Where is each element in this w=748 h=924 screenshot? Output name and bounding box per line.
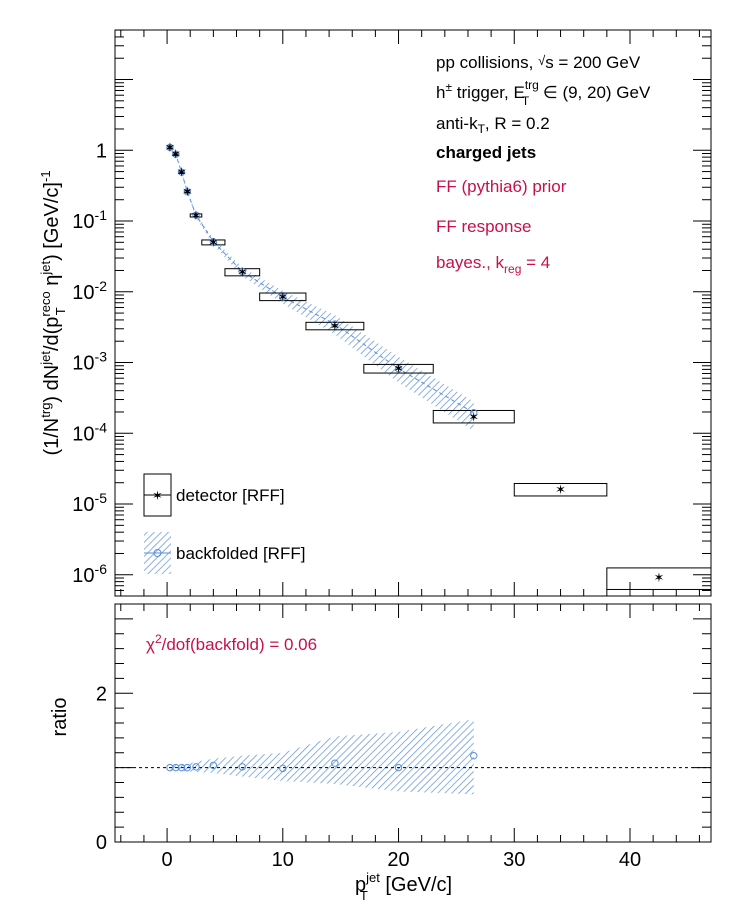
detector-point-11: ✶ (555, 482, 566, 497)
top-plot-frame (114, 29, 712, 597)
ratio-point-3 (183, 763, 192, 772)
detector-point-7: ✶ (277, 289, 288, 304)
detector-point-4: ✶ (191, 208, 202, 223)
annotation-trigger: h± trigger, Etrg T ∈ (9, 20) GeV (436, 78, 651, 108)
annotation-bayes: bayes., kreg = 4 (436, 253, 550, 276)
top-y-tick-label-0: 1 (96, 140, 107, 162)
backfolded-point-1 (172, 150, 180, 158)
ratio-point-5 (209, 761, 218, 770)
ratio-band-area (169, 719, 474, 795)
top-y-tick-label--2: 10-2 (72, 278, 107, 304)
backfolded-point-10 (470, 409, 478, 417)
backfolded-point-8 (331, 320, 339, 328)
detector-point-6: ✶ (237, 265, 248, 280)
ratio-point-6 (238, 763, 247, 771)
backfolded-band-ratio (115, 719, 711, 795)
chi2-annotation: χ2/dof(backfold) = 0.06 (146, 632, 317, 654)
legend-backfolded-marker (153, 549, 162, 557)
detector-box-4 (189, 213, 203, 218)
ratio-y-tick-label-0: 0 (96, 832, 107, 854)
annotation-block: pp collisions, √s = 200 GeV h± trigger, … (436, 53, 651, 276)
backfolded-point-5 (209, 238, 218, 246)
detector-point-3: ✶ (182, 184, 193, 199)
backfolded-band-top (169, 146, 475, 431)
top-y-tick-label--3: 10-3 (72, 349, 107, 375)
annotation-charged-jets: charged jets (436, 143, 536, 162)
detector-point-8: ✶ (329, 318, 340, 333)
backfolded-point-0 (166, 143, 174, 152)
detector-box-10 (432, 409, 515, 424)
top-y-tick-label--4: 10-4 (72, 419, 107, 445)
annotation-collisions: pp collisions, √s = 200 GeV (436, 53, 641, 72)
legend-detector-marker: ✶ (152, 488, 163, 503)
backfolded-point-6 (238, 267, 247, 276)
ratio-axes: 0 10 20 30 40 0 2 (96, 604, 711, 871)
ratio-markers (166, 752, 478, 773)
annotation-prior: FF (pythia6) prior (436, 177, 567, 196)
annotation-algorithm: anti-kT, R = 0.2 (436, 114, 550, 136)
ratio-point-1 (172, 763, 180, 772)
detector-box-8 (305, 321, 365, 331)
top-y-tick-label--5: 10-5 (72, 490, 107, 516)
detector-point-9: ✶ (393, 361, 404, 376)
x-tick-label-30: 30 (503, 849, 525, 871)
y-axis-title: (1/Ntrg) dNjet/d(precoT ηjet) [GeV/c]-1 (38, 170, 68, 455)
detector-point-12: ✶ (653, 570, 664, 585)
detector-boxes (166, 145, 711, 590)
backfolded-point-9 (394, 364, 403, 373)
legend-detector-label: detector [RFF] (176, 486, 285, 505)
x-tick-label-40: 40 (619, 849, 641, 871)
x-axis-title: pjet T [GeV/c] (355, 870, 452, 903)
ratio-point-2 (177, 763, 186, 772)
detector-box-11 (513, 483, 608, 497)
ratio-point-10 (470, 752, 478, 760)
top-y-tick-label--6: 10-6 (72, 561, 107, 587)
backfolded-point-3 (183, 187, 192, 196)
x-tick-label-20: 20 (387, 849, 409, 871)
top-y-tick-label--1: 10-1 (72, 207, 107, 233)
ratio-point-4 (192, 763, 200, 771)
backfolded-band-area (169, 146, 474, 431)
detector-point-5: ✶ (208, 235, 219, 250)
backfolded-point-7 (279, 293, 287, 301)
ratio-y-axis-title: ratio (49, 698, 71, 737)
x-tick-label-10: 10 (272, 849, 294, 871)
ratio-y-tick-label-2: 2 (96, 683, 107, 705)
backfolded-central-line (169, 147, 475, 414)
ratio-point-0 (166, 763, 174, 772)
ratio-point-9 (394, 763, 403, 772)
annotation-response: FF response (436, 217, 531, 236)
detector-box-12 (606, 567, 711, 590)
top-markers: ✶✶✶✶✶✶✶✶✶✶✶✶✶ (165, 140, 665, 585)
detector-point-10: ✶ (468, 409, 479, 424)
ratio-point-7 (279, 764, 287, 773)
top-axes: 10-6 10-5 10-4 10-3 10-2 10-1 1 (72, 29, 711, 596)
legend: ✶ detector [RFF] backfolded [RFF] (143, 473, 305, 574)
legend-backfolded-label: backfolded [RFF] (176, 544, 305, 563)
detector-point-1: ✶ (170, 147, 181, 162)
detector-point-0: ✶ (165, 140, 176, 155)
ratio-point-8 (331, 759, 339, 767)
backfolded-point-4 (192, 211, 200, 219)
backfolded-point-2 (177, 168, 186, 176)
detector-point-2: ✶ (176, 165, 187, 180)
x-tick-label-0: 0 (162, 849, 173, 871)
detector-box-9 (363, 363, 434, 374)
